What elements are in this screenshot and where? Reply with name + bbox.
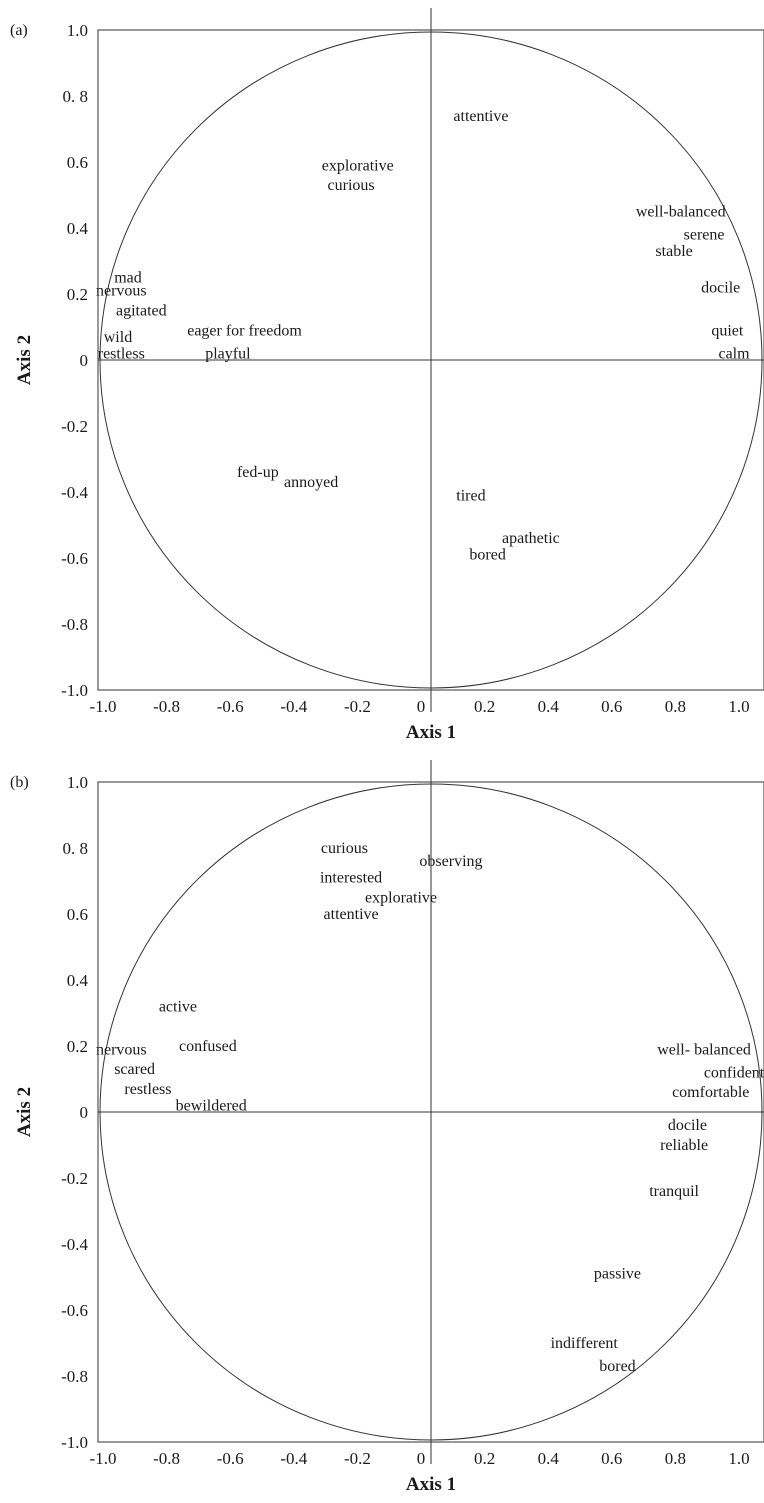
x-tick-label: 0.4: [538, 697, 560, 716]
term-label: apathetic: [502, 530, 560, 547]
y-tick-label: -0.8: [61, 615, 88, 634]
term-label: observing: [419, 853, 482, 870]
panel-label: (b): [10, 774, 29, 791]
term-label: curious: [328, 177, 375, 194]
y-tick-label: -1.0: [61, 681, 88, 700]
x-tick-label: -0.4: [280, 1449, 307, 1468]
term-label: explorative: [365, 890, 437, 907]
y-tick-label: -0.4: [61, 483, 88, 502]
panel-label: (a): [10, 22, 28, 39]
term-label: nervous: [96, 1041, 147, 1058]
y-axis-title: Axis 2: [14, 335, 35, 385]
term-label: playful: [205, 345, 251, 362]
term-label: calm: [718, 345, 750, 362]
term-label: confident: [704, 1064, 764, 1081]
term-label: bored: [469, 547, 505, 564]
y-tick-label: 0. 8: [63, 87, 89, 106]
term-label: tranquil: [649, 1183, 699, 1200]
term-label: docile: [668, 1117, 707, 1134]
x-tick-label: 1.0: [728, 1449, 749, 1468]
y-tick-label: 1.0: [67, 773, 88, 792]
term-label: bewildered: [176, 1097, 247, 1114]
term-label: nervous: [96, 283, 147, 300]
x-tick-label: -0.2: [344, 1449, 371, 1468]
x-axis-title: Axis 1: [406, 722, 456, 743]
x-tick-label: -0.8: [153, 1449, 180, 1468]
term-label: reliable: [660, 1137, 708, 1154]
term-label: explorative: [322, 157, 394, 174]
term-label: wild: [104, 329, 132, 346]
y-tick-label: -1.0: [61, 1433, 88, 1452]
y-axis-title: Axis 2: [14, 1087, 35, 1137]
term-label: quiet: [711, 322, 744, 339]
x-tick-label: 1.0: [728, 697, 749, 716]
y-tick-label: 0. 8: [63, 839, 89, 858]
x-tick-label: -0.2: [344, 697, 371, 716]
correlation-circle-plot-a: (a) 1.0 0. 8 0.6 0.4 0.2 0 -0.2 -0.4 -0.6 -0.8 -1.0…: [10, 8, 764, 743]
y-tick-label: 0: [80, 1103, 89, 1122]
y-tick-label: 0.2: [67, 1037, 88, 1056]
y-tick-label: 0.6: [67, 153, 88, 172]
term-label: agitated: [116, 303, 167, 320]
x-tick-label: 0.2: [474, 697, 495, 716]
term-label: bored: [599, 1358, 635, 1375]
chart-panel-a: (a) 1.0 0. 8 0.6 0.4 0.2 0 -0.2 -0.4 -0.6 -0.8 -1.0…: [0, 0, 764, 744]
term-label: indifferent: [551, 1335, 619, 1352]
y-tick-label: 1.0: [67, 21, 88, 40]
x-axis-title: Axis 1: [406, 1474, 456, 1495]
x-tick-label: -1.0: [90, 697, 117, 716]
term-label: interested: [320, 870, 382, 887]
y-tick-label: 0.6: [67, 905, 88, 924]
term-label: attentive: [324, 906, 379, 923]
term-label: comfortable: [672, 1084, 749, 1101]
term-label: fed-up: [237, 464, 279, 481]
term-label: confused: [179, 1038, 237, 1055]
term-label: docile: [701, 279, 740, 296]
x-tick-label: 0.6: [601, 1449, 622, 1468]
x-tick-label: 0.6: [601, 697, 622, 716]
y-tick-label: -0.2: [61, 417, 88, 436]
correlation-circle-plot-b: (b) 1.0 0. 8 0.6 0.4 0.2 0 -0.2 -0.4 -0.6 -0.8 -1.0…: [10, 760, 764, 1495]
x-tick-label: -0.8: [153, 697, 180, 716]
x-tick-label: 0.2: [474, 1449, 495, 1468]
term-label: well- balanced: [657, 1041, 751, 1058]
x-tick-label: -0.6: [217, 697, 244, 716]
x-tick-label: -0.4: [280, 697, 307, 716]
y-tick-label: 0.2: [67, 285, 88, 304]
x-tick-label: 0.8: [665, 697, 686, 716]
term-label: scared: [114, 1061, 155, 1078]
x-tick-label: 0: [417, 697, 426, 716]
x-tick-label: 0.4: [538, 1449, 560, 1468]
term-label: mad: [114, 270, 142, 287]
term-label: eager for freedom: [187, 322, 302, 339]
x-tick-label: -1.0: [90, 1449, 117, 1468]
term-label: tired: [456, 487, 485, 504]
term-label: curious: [321, 840, 368, 857]
y-tick-label: 0.4: [67, 219, 89, 238]
y-tick-label: -0.6: [61, 549, 88, 568]
term-label: passive: [594, 1266, 641, 1283]
term-label: restless: [98, 345, 145, 362]
term-label: serene: [684, 227, 725, 244]
term-label: restless: [124, 1081, 171, 1098]
term-label: attentive: [453, 108, 508, 125]
term-label: well-balanced: [636, 204, 726, 221]
term-label: active: [159, 998, 197, 1015]
y-tick-label: -0.4: [61, 1235, 88, 1254]
y-tick-label: 0.4: [67, 971, 89, 990]
x-tick-label: 0.8: [665, 1449, 686, 1468]
y-tick-label: -0.6: [61, 1301, 88, 1320]
y-tick-label: 0: [80, 351, 89, 370]
term-label: stable: [655, 243, 692, 260]
x-tick-label: 0: [417, 1449, 426, 1468]
x-tick-label: -0.6: [217, 1449, 244, 1468]
y-tick-label: -0.2: [61, 1169, 88, 1188]
term-label: annoyed: [284, 474, 338, 491]
y-tick-label: -0.8: [61, 1367, 88, 1386]
chart-panel-b: (b) 1.0 0. 8 0.6 0.4 0.2 0 -0.2 -0.4 -0.6 -0.8 -1.0…: [0, 752, 764, 1496]
